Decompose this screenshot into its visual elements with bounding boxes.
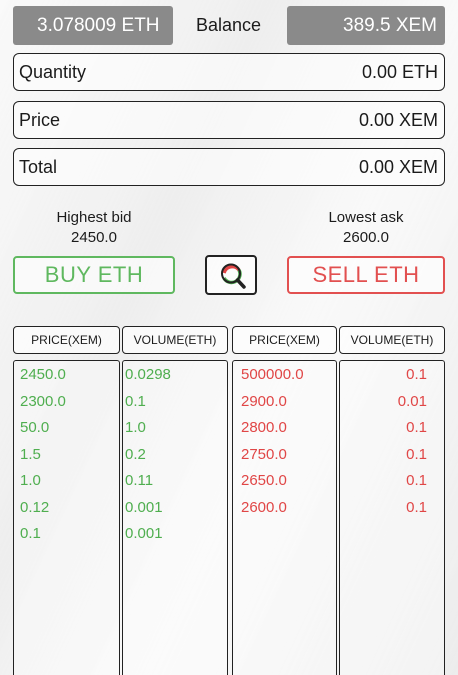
xem-balance: 389.5 XEM — [287, 6, 445, 45]
bid-price-header: PRICE(XEM) — [13, 326, 120, 354]
orderbook-search-button[interactable] — [205, 255, 257, 295]
lowest-ask-label: Lowest ask — [328, 209, 404, 226]
ask-price-cell[interactable]: 2800.0 — [241, 419, 287, 436]
bid-price-cell[interactable]: 0.12 — [20, 498, 50, 516]
bid-price-cell[interactable]: 2300.0 — [20, 392, 66, 410]
bid-price-cell[interactable]: 1.0 — [20, 472, 41, 489]
ask-volume-header: VOLUME(ETH) — [339, 326, 445, 354]
lowest-ask: Lowest ask 2600.0 — [296, 208, 436, 248]
quantity-value[interactable]: 0.00 ETH — [361, 61, 438, 82]
ask-price-cell[interactable]: 2650.0 — [241, 472, 287, 489]
ask-volume-cell[interactable]: 0.1 — [406, 498, 427, 516]
bid-volume-header: VOLUME(ETH) — [122, 326, 228, 354]
price-value[interactable]: 0.00 XEM — [358, 109, 438, 130]
bid-volume-cell[interactable]: 1.0 — [125, 419, 146, 436]
ask-price-cell[interactable]: 2750.0 — [241, 445, 287, 463]
price-field[interactable]: Price 0.00 XEM — [13, 101, 445, 139]
ask-price-cell[interactable]: 500000.0 — [241, 366, 304, 383]
quantity-label: Quantity — [19, 61, 87, 82]
bid-price-cell[interactable]: 1.5 — [20, 445, 41, 463]
bid-price-cell[interactable]: 50.0 — [20, 419, 50, 436]
bid-price-cell[interactable]: 0.1 — [20, 525, 41, 542]
bid-volume-column: 0.0298 0.1 1.0 0.2 0.11 0.001 0.001 — [122, 360, 228, 675]
bid-volume-cell[interactable]: 0.001 — [125, 525, 163, 542]
magnifier-icon — [221, 263, 246, 289]
ask-volume-cell[interactable]: 0.1 — [406, 472, 427, 489]
highest-bid-value: 2450.0 — [71, 229, 117, 246]
ask-volume-cell[interactable]: 0.01 — [397, 392, 427, 410]
bid-volume-cell[interactable]: 0.11 — [125, 472, 154, 489]
bid-price-cell[interactable]: 2450.0 — [20, 366, 66, 383]
bid-volume-cell[interactable]: 0.1 — [125, 392, 146, 410]
ask-volume-cell[interactable]: 0.1 — [406, 419, 427, 436]
bid-volume-cell[interactable]: 0.001 — [125, 498, 163, 516]
ask-volume-cell[interactable]: 0.1 — [406, 366, 427, 383]
bid-volume-cell[interactable]: 0.0298 — [125, 366, 171, 383]
ask-price-cell[interactable]: 2600.0 — [241, 498, 287, 516]
highest-bid-label: Highest bid — [56, 209, 132, 226]
ask-price-cell[interactable]: 2900.0 — [241, 392, 287, 410]
eth-balance: 3.078009 ETH — [13, 6, 173, 45]
total-label: Total — [19, 156, 58, 177]
quantity-field[interactable]: Quantity 0.00 ETH — [13, 53, 445, 91]
total-value: 0.00 XEM — [358, 156, 438, 177]
bid-price-column: 2450.0 2300.0 50.0 1.5 1.0 0.12 0.1 — [13, 360, 120, 675]
ask-price-header: PRICE(XEM) — [232, 326, 337, 354]
total-field: Total 0.00 XEM — [13, 148, 445, 186]
bid-volume-cell[interactable]: 0.2 — [125, 445, 146, 463]
balance-label: Balance — [196, 15, 262, 35]
ask-price-column: 500000.0 2900.0 2800.0 2750.0 2650.0 260… — [232, 360, 337, 675]
price-label: Price — [19, 109, 61, 130]
buy-eth-button[interactable]: BUY ETH — [13, 256, 175, 294]
highest-bid: Highest bid 2450.0 — [24, 208, 164, 248]
lowest-ask-value: 2600.0 — [343, 229, 389, 246]
ask-volume-column: 0.1 0.01 0.1 0.1 0.1 0.1 — [339, 360, 445, 675]
ask-volume-cell[interactable]: 0.1 — [406, 445, 427, 463]
sell-eth-button[interactable]: SELL ETH — [287, 256, 445, 294]
